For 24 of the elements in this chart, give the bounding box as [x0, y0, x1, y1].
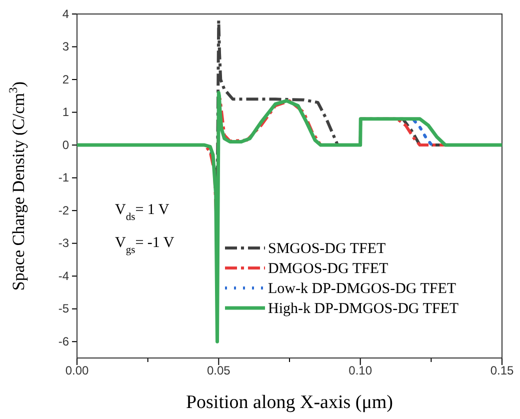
x-tick-label: 0.00 [65, 364, 89, 378]
y-tick-label: -1 [58, 170, 70, 185]
annotation: V$_{gs}$= -1 V [115, 235, 174, 256]
x-tick-label: 0.05 [206, 364, 231, 378]
legend-label: SMGOS-DG TFET [268, 241, 386, 257]
y-tick-label: -4 [58, 268, 70, 283]
line-series [77, 90, 502, 344]
y-tick-label: -6 [58, 334, 70, 348]
y-tick-label: 1 [62, 105, 70, 120]
y-tick-label: -5 [58, 302, 70, 316]
legend-label: High-k DP-DMGOS-DG TFET [268, 301, 459, 317]
y-tick-label: 2 [62, 72, 70, 86]
y-tick-label: -3 [58, 236, 70, 250]
y-tick-label: -2 [58, 203, 70, 218]
legend-label: Low-k DP-DMGOS-DG TFET [268, 281, 456, 297]
legend-label: DMGOS-DG TFET [268, 261, 388, 277]
line-series [412, 118, 433, 146]
y-tick-label: 0 [62, 138, 70, 152]
x-tick-label: 0.15 [490, 364, 514, 378]
y-tick-label: 3 [62, 40, 70, 54]
annotation: V$_{ds}$= 1 V [115, 202, 170, 222]
y-tick-label: 4 [62, 6, 70, 21]
x-tick-label: 0.10 [348, 364, 372, 378]
x-axis-title: Position along X-axis (μm) [186, 392, 394, 413]
